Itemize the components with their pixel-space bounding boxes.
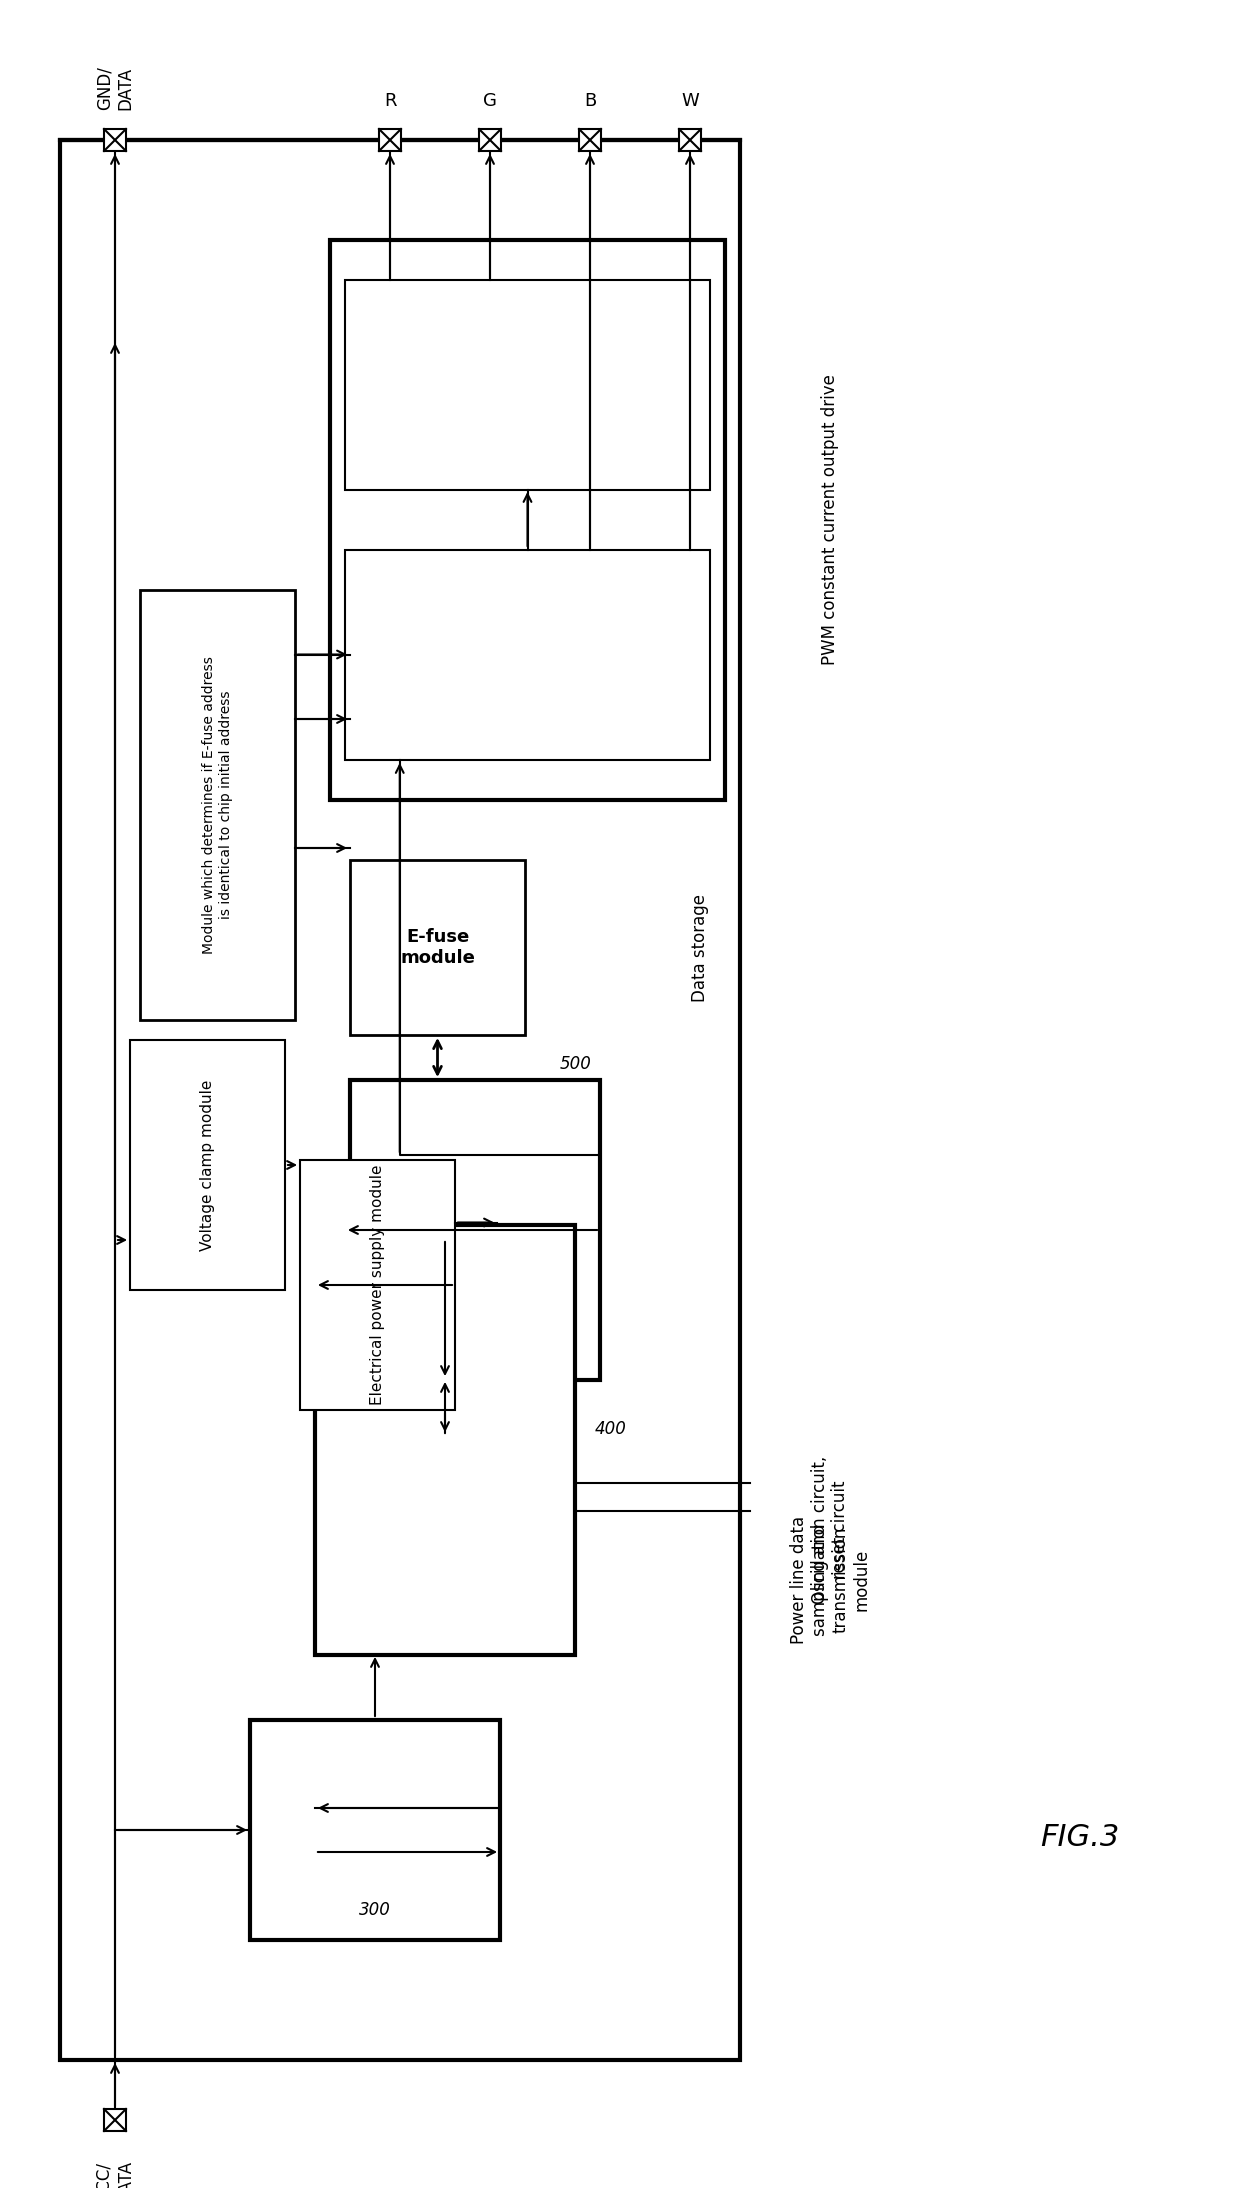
Text: Voltage clamp module: Voltage clamp module (200, 1079, 215, 1252)
Text: R: R (383, 92, 397, 109)
Bar (330, 1241, 560, 1409)
Text: Electrical power supply module: Electrical power supply module (370, 1164, 384, 1405)
Text: G: G (484, 92, 497, 109)
Text: PWM constant current output drive: PWM constant current output drive (821, 374, 839, 665)
Text: Oscillation circuit,
reset circuit: Oscillation circuit, reset circuit (811, 1455, 849, 1604)
Text: Power line data
sampling and
transmission
module: Power line data sampling and transmissio… (790, 1516, 870, 1643)
Bar (104, 2109, 126, 2131)
Bar (379, 129, 401, 151)
Bar (140, 591, 295, 1020)
Text: 300: 300 (360, 1901, 391, 1919)
Text: Data storage: Data storage (691, 893, 709, 1002)
Text: FIG.3: FIG.3 (1040, 1823, 1120, 1853)
Bar (680, 129, 701, 151)
Bar (130, 1039, 285, 1291)
Text: 400: 400 (595, 1420, 627, 1438)
Bar (350, 1081, 600, 1381)
Bar (330, 1435, 560, 1626)
Text: 500: 500 (560, 1055, 591, 1072)
Bar (250, 1720, 500, 1941)
Text: Module which determines if E-fuse address
is identical to chip initial address: Module which determines if E-fuse addres… (202, 656, 233, 954)
Text: E-fuse
module: E-fuse module (401, 928, 475, 967)
Bar (345, 549, 711, 759)
Bar (330, 241, 725, 801)
Bar (579, 129, 601, 151)
Bar (345, 280, 711, 490)
Bar (104, 129, 126, 151)
Bar (60, 140, 740, 2059)
Text: GND/
DATA: GND/ DATA (95, 66, 134, 109)
Bar (350, 860, 525, 1035)
Text: W: W (681, 92, 699, 109)
Bar (300, 1160, 455, 1409)
Text: B: B (584, 92, 596, 109)
Bar (479, 129, 501, 151)
Bar (315, 1225, 575, 1654)
Text: VCC/
DATA: VCC/ DATA (95, 2160, 134, 2188)
